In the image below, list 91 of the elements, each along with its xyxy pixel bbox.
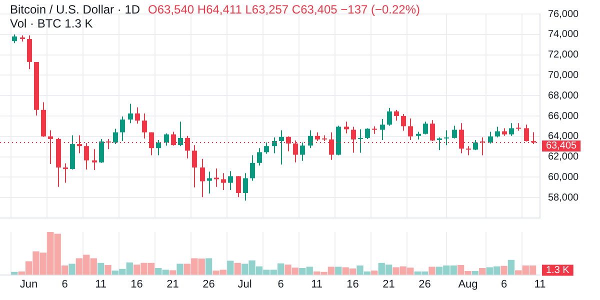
candlestick bbox=[488, 131, 493, 144]
candlestick bbox=[236, 176, 241, 198]
candlestick bbox=[250, 154, 255, 182]
bar bbox=[97, 262, 104, 275]
bar bbox=[169, 270, 176, 275]
candlestick bbox=[466, 146, 471, 156]
candlestick bbox=[372, 126, 377, 134]
bar bbox=[479, 268, 486, 275]
candlestick bbox=[279, 130, 284, 165]
candlestick bbox=[120, 116, 125, 142]
text: 1.3 K bbox=[546, 265, 570, 276]
bar bbox=[428, 266, 436, 275]
candlestick bbox=[128, 103, 133, 124]
bar bbox=[104, 265, 112, 275]
x-tick-label: 6 bbox=[500, 278, 508, 290]
candlestick bbox=[257, 148, 262, 166]
x-tick-label: 26 bbox=[202, 278, 215, 290]
candlestick bbox=[142, 112, 147, 139]
candlestick bbox=[344, 121, 349, 134]
x-tick-label: 6 bbox=[278, 278, 284, 290]
x-tick-label: 6 bbox=[62, 278, 68, 290]
y-tick-label: 66,000 bbox=[548, 110, 580, 122]
candlestick bbox=[495, 126, 500, 138]
candlestick bbox=[264, 142, 269, 154]
candlestick bbox=[401, 113, 406, 132]
candlestick bbox=[387, 107, 392, 126]
bar bbox=[176, 264, 184, 275]
chart-title: Bitcoin / U.S. Dollar · 1D bbox=[10, 2, 140, 16]
bar bbox=[508, 260, 515, 275]
bar bbox=[68, 264, 76, 275]
candlestick bbox=[192, 144, 197, 188]
candlestick bbox=[92, 148, 97, 171]
candlestick bbox=[135, 106, 140, 124]
x-tick-label: 11 bbox=[311, 278, 323, 290]
candlestick bbox=[300, 142, 305, 162]
candlestick bbox=[99, 138, 104, 164]
y-tick-label: 72,000 bbox=[548, 50, 580, 61]
x-tick-label: 16 bbox=[130, 278, 143, 290]
candlestick bbox=[84, 142, 89, 170]
bar bbox=[371, 270, 378, 275]
candlestick bbox=[358, 128, 363, 154]
candlestick bbox=[452, 125, 457, 139]
bar bbox=[205, 258, 212, 275]
candlestick bbox=[214, 168, 219, 188]
candlestick bbox=[408, 118, 413, 140]
bar bbox=[227, 260, 234, 275]
y-tick-label: 76,000 bbox=[548, 8, 580, 20]
candlestick bbox=[200, 158, 205, 198]
y-tick-label: 58,000 bbox=[548, 192, 580, 204]
candlestick bbox=[394, 109, 399, 122]
candlestick bbox=[243, 172, 248, 202]
candlestick bbox=[380, 118, 385, 140]
candlestick bbox=[365, 128, 370, 140]
candlestick bbox=[156, 139, 161, 156]
chart-subtitle: Vol · BTC 1.3 K bbox=[10, 16, 93, 30]
bar bbox=[472, 271, 479, 275]
x-tick-label: Jun bbox=[20, 278, 38, 290]
candlestick bbox=[178, 121, 183, 147]
annotation: O63,540 H64,411 L63,257 C63,405 −137 (−0.22%) bbox=[148, 2, 420, 16]
candlestick bbox=[473, 139, 478, 151]
candlestick bbox=[27, 34, 32, 70]
candlestick bbox=[444, 130, 449, 146]
candlestick bbox=[272, 136, 277, 154]
x-tick-label: Aug bbox=[458, 278, 478, 290]
candlestick bbox=[228, 170, 233, 190]
x-tick-label: 16 bbox=[346, 278, 359, 290]
bar bbox=[500, 266, 508, 275]
candlestick bbox=[63, 162, 68, 184]
y-tick-label: 60,000 bbox=[548, 172, 580, 183]
ref-line-label: 63,405 bbox=[546, 140, 578, 152]
x-tick-label: 26 bbox=[418, 278, 431, 290]
x-tick-label: 11 bbox=[534, 278, 546, 290]
candlestick bbox=[113, 128, 118, 145]
bar bbox=[335, 266, 342, 275]
candlestick bbox=[509, 122, 514, 136]
candlestick bbox=[207, 171, 212, 194]
y-tick-label: 62,000 bbox=[548, 152, 580, 163]
x-tick-label: Jul bbox=[238, 278, 252, 290]
candlestick bbox=[437, 136, 442, 151]
candlestick bbox=[164, 132, 169, 146]
y-tick-label: 68,000 bbox=[548, 90, 580, 102]
candlestick bbox=[221, 172, 226, 190]
y-tick-label: 64,000 bbox=[548, 131, 580, 142]
bar bbox=[234, 262, 241, 275]
candlestick bbox=[308, 130, 313, 149]
y-tick-label: 70,000 bbox=[548, 70, 580, 81]
candlestick bbox=[423, 121, 428, 135]
y-tick-label: 74,000 bbox=[548, 29, 580, 40]
x-tick-label: 21 bbox=[382, 278, 395, 290]
x-tick-label: 21 bbox=[166, 278, 179, 290]
x-tick-label: 11 bbox=[95, 278, 107, 290]
